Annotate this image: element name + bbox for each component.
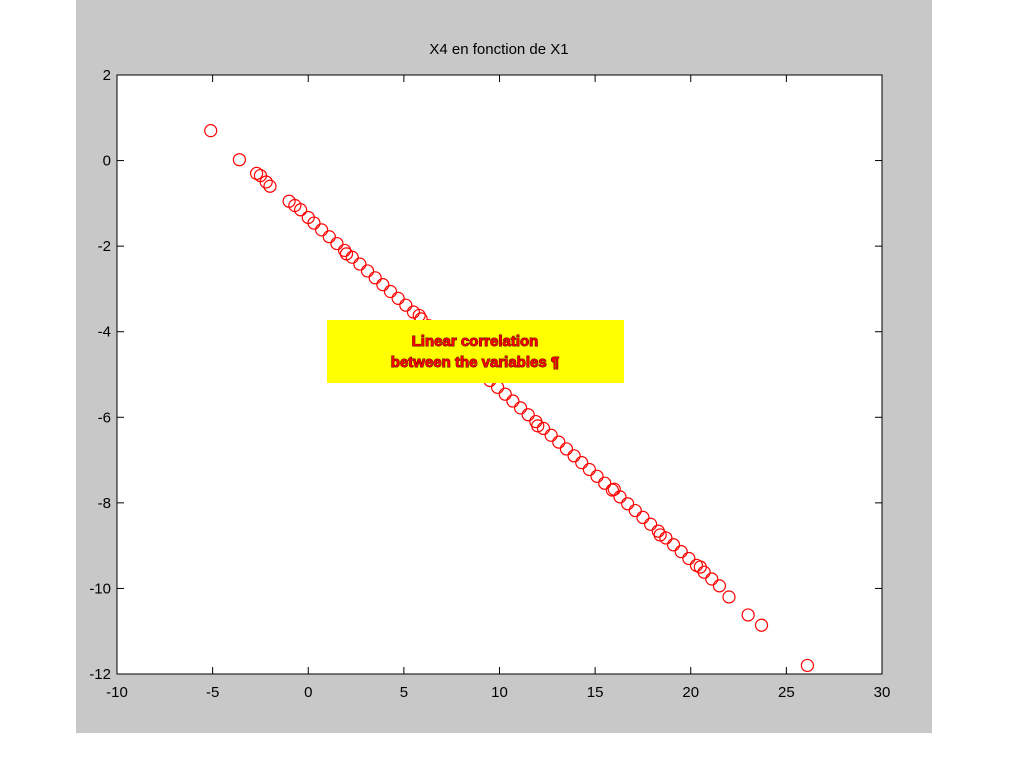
marker (659, 531, 673, 545)
marker (582, 462, 596, 477)
y-tick-label: -8 (98, 495, 111, 512)
marker (643, 517, 658, 531)
marker (628, 503, 642, 518)
marker (259, 175, 273, 189)
marker (800, 658, 815, 673)
x-tick-label: 30 (874, 684, 891, 701)
y-tick-label: 0 (103, 153, 111, 170)
marker (307, 216, 321, 230)
marker (353, 257, 367, 271)
y-tick-label: -10 (89, 580, 111, 597)
x-tick-label: 25 (778, 684, 795, 701)
y-tick-label: -6 (98, 409, 111, 426)
marker (315, 223, 329, 237)
marker (697, 565, 711, 579)
marker (590, 469, 604, 483)
x-tick-label: 5 (400, 684, 408, 701)
marker (613, 490, 627, 504)
marker (521, 408, 535, 422)
x-tick-label: 15 (587, 684, 604, 701)
marker (204, 124, 218, 138)
x-tick-label: 10 (491, 684, 508, 701)
marker (376, 278, 390, 292)
marker (598, 476, 612, 490)
marker (567, 449, 581, 463)
marker (705, 572, 719, 586)
marker (399, 298, 413, 312)
y-tick-label: -12 (89, 666, 111, 683)
marker (506, 394, 520, 408)
x-tick-label: 20 (682, 684, 699, 701)
marker (330, 236, 344, 251)
x-tick-label: -10 (106, 684, 128, 701)
marker (345, 250, 359, 264)
marker (575, 456, 589, 470)
marker (674, 545, 688, 559)
marker (754, 618, 769, 632)
marker (544, 428, 558, 442)
y-tick-label: -4 (98, 324, 111, 341)
marker (666, 538, 681, 552)
annotation-text: between the variables ¶ (391, 354, 559, 371)
marker (337, 243, 352, 258)
marker (531, 419, 545, 433)
marker (263, 179, 277, 193)
marker (741, 608, 755, 622)
marker (360, 264, 375, 278)
marker (391, 291, 405, 305)
marker (322, 230, 336, 244)
marker (498, 387, 512, 401)
marker (722, 590, 736, 604)
marker (621, 497, 635, 511)
marker (559, 442, 574, 456)
marker (294, 203, 308, 217)
x-tick-label: -5 (206, 684, 219, 701)
marker (682, 551, 696, 566)
marker (636, 510, 650, 525)
marker (368, 271, 382, 285)
marker (552, 435, 566, 449)
annotation-text: Linear correlation (412, 333, 539, 350)
y-tick-label: 2 (103, 67, 111, 84)
annotation-box (327, 320, 624, 383)
marker (536, 421, 551, 436)
chart-title: X4 en fonction de X1 (429, 41, 568, 58)
marker (232, 153, 246, 167)
y-tick-label: -2 (98, 238, 111, 255)
marker (383, 284, 398, 299)
x-tick-label: 0 (304, 684, 312, 701)
marker (513, 401, 528, 415)
marker (712, 579, 727, 593)
